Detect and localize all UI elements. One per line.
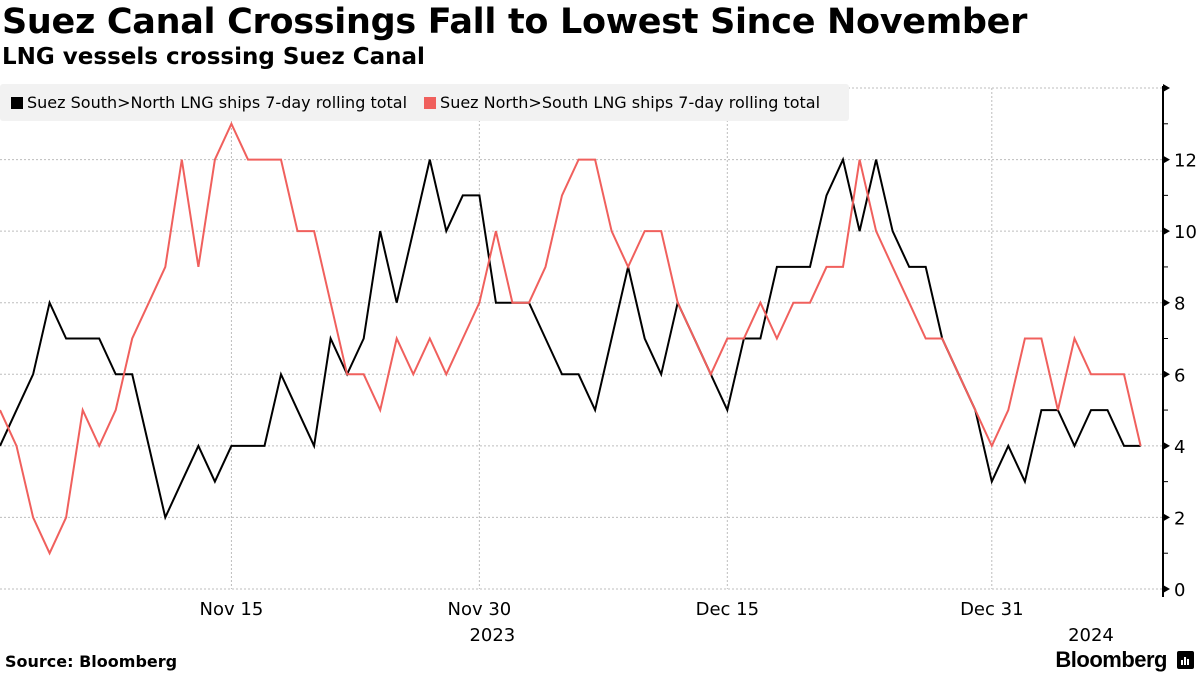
y-tick-mark — [1163, 84, 1170, 92]
x-axis: Nov 15 Nov 30 2023 Dec 15 Dec 31 2024 — [200, 599, 1114, 646]
y-tick-mark — [1163, 370, 1170, 379]
y-tick-label: 12 — [1174, 151, 1197, 172]
y-tick-label: 2 — [1174, 508, 1185, 529]
legend: Suez South>North LNG ships 7-day rolling… — [0, 84, 849, 121]
bloomberg-chart-icon — [1177, 651, 1194, 669]
legend-label-south-north: Suez South>North LNG ships 7-day rolling… — [27, 93, 408, 112]
y-tick-label: 4 — [1174, 437, 1185, 458]
y-tick-mark — [1163, 298, 1170, 307]
chart-subtitle: LNG vessels crossing Suez Canal — [2, 44, 425, 70]
source-note: Source: Bloomberg — [5, 652, 178, 671]
legend-swatch-south-north — [11, 96, 23, 109]
y-tick-mark — [1163, 155, 1170, 164]
y-tick-label: 8 — [1174, 294, 1185, 315]
y-tick-label: 10 — [1174, 222, 1197, 243]
y-tick-label: 6 — [1174, 365, 1185, 386]
legend-item-north-south[interactable]: Suez North>South LNG ships 7-day rolling… — [424, 93, 820, 112]
y-tick-mark — [1163, 441, 1170, 450]
chart-title: Suez Canal Crossings Fall to Lowest Sinc… — [2, 2, 1028, 42]
bloomberg-logo: Bloomberg — [1055, 647, 1167, 672]
series-line-north-south — [0, 121, 1142, 556]
y-tick-mark — [1163, 585, 1170, 593]
legend-label-north-south: Suez North>South LNG ships 7-day rolling… — [440, 93, 821, 112]
legend-item-south-north[interactable]: Suez South>North LNG ships 7-day rolling… — [11, 93, 407, 112]
y-tick-mark — [1163, 513, 1170, 522]
y-tick-label: 0 — [1174, 580, 1185, 601]
x-tick-label: Dec 15 — [696, 599, 759, 620]
x-year-label: 2023 — [469, 625, 515, 646]
series-lines — [0, 121, 1142, 556]
x-tick-label: Dec 31 — [960, 599, 1023, 620]
series-line-south-north — [0, 156, 1141, 521]
grid-lines — [0, 87, 1163, 590]
y-tick-mark — [1163, 227, 1170, 236]
x-tick-label: Nov 15 — [200, 599, 264, 620]
x-year-label: 2024 — [1068, 625, 1114, 646]
x-tick-label: Nov 30 — [447, 599, 511, 620]
legend-swatch-north-south — [424, 96, 437, 109]
y-axis: 0 2 4 6 8 10 12 — [1162, 84, 1197, 601]
